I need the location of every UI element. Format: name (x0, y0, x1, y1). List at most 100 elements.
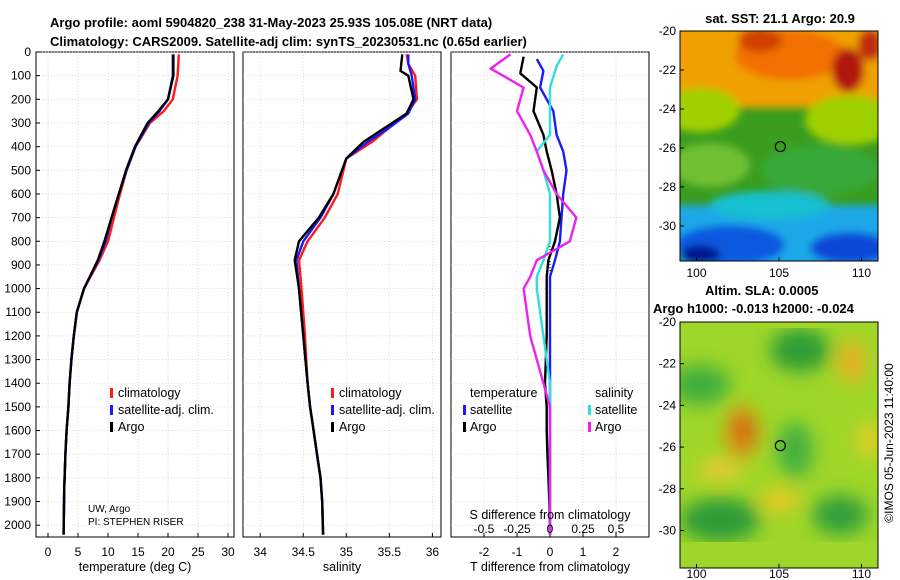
temperature-panel: 0100200300400500600700800900100011001200… (4, 45, 235, 574)
y-tick-label: 100 (11, 69, 31, 83)
sal-tick-label: -0.5 (474, 522, 495, 536)
map-x-tick-label: 105 (769, 266, 789, 280)
x-tick-label: 25 (191, 545, 205, 559)
legend-label-satellite: satellite-adj. clim. (339, 403, 435, 417)
salinity-axis-ticks: 34 34.5 35 35.5 36 (254, 533, 439, 559)
x-tick-label: 20 (161, 545, 175, 559)
map-x-tick-label: 110 (852, 266, 871, 280)
map-y-tick-label: -28 (659, 482, 677, 496)
series-line-t-argo (519, 56, 562, 535)
temperature-plot-area (35, 51, 235, 538)
temperature-axis-ticks: 0 5 10 15 20 25 30 (45, 533, 235, 559)
sal-tick-label: 0 (547, 522, 554, 536)
x-tick-label: 34 (254, 545, 268, 559)
sla-field (680, 322, 878, 568)
y-tick-label: 900 (11, 258, 31, 272)
map-y-tick-label: -28 (659, 180, 677, 194)
x-tick-label: 0 (45, 545, 52, 559)
x-tick-label: -2 (479, 545, 490, 559)
x-tick-label: 15 (131, 545, 145, 559)
map-y-tick-label: -24 (659, 398, 677, 412)
legend-swatch-s-satellite (588, 405, 591, 415)
legend-label-argo: Argo (118, 420, 144, 434)
temperature-axis-label: temperature (deg C) (79, 560, 192, 574)
figure-title-line-1: Argo profile: aoml 5904820_238 31-May-20… (50, 15, 492, 30)
x-tick-label: 0 (547, 545, 554, 559)
temperature-legend: climatology satellite-adj. clim. Argo (110, 386, 214, 434)
difference-lines (489, 53, 578, 535)
salinity-lines (293, 54, 419, 535)
temperature-lines (62, 54, 180, 535)
x-tick-label: 1 (580, 545, 587, 559)
y-tick-label: 1800 (4, 471, 31, 485)
map-y-tick-label: -30 (659, 523, 677, 537)
salinity-difference-axis-label: S difference from climatology (470, 508, 632, 522)
y-tick-label: 2000 (4, 518, 31, 532)
sst-map-ticks: 100 105 110 -20 -22 -24 -26 -28 -30 (659, 24, 872, 280)
legend-swatch-t-satellite (463, 405, 466, 415)
sla-map-title-line-2: Argo h1000: -0.013 h2000: -0.024 (653, 301, 855, 316)
sst-blobs (680, 31, 878, 261)
legend-swatch-satellite (331, 405, 334, 415)
legend-swatch-argo (110, 422, 113, 432)
credit-line-1: UW, Argo (88, 504, 131, 515)
map-x-tick-label: 100 (686, 266, 706, 280)
series-line-argo (62, 54, 175, 535)
map-y-tick-label: -20 (659, 24, 677, 38)
legend-label-climatology: climatology (339, 386, 402, 400)
sla-map-ticks: 100 105 110 -20 -22 -24 -26 -28 -30 (659, 315, 872, 580)
legend-title-salinity: salinity (595, 386, 634, 400)
depth-axis-ticks: 0 100 200 300 400 500 600 700 800 900 1000 1100 1200… (4, 45, 40, 532)
map-y-tick-label: -22 (659, 357, 677, 371)
sla-map-panel: Altim. SLA: 0.0005 Argo h1000: -0.013 h2… (653, 283, 879, 580)
map-y-tick-label: -24 (659, 102, 677, 116)
legend-label-s-satellite: satellite (595, 403, 637, 417)
legend-label-argo: Argo (339, 420, 365, 434)
legend-swatch-s-argo (588, 422, 591, 432)
legend-swatch-t-argo (463, 422, 466, 432)
x-tick-label: -1 (512, 545, 523, 559)
map-x-tick-label: 100 (686, 567, 706, 580)
y-tick-label: 1000 (4, 282, 31, 296)
sla-map-title-line-1: Altim. SLA: 0.0005 (705, 283, 818, 298)
sal-tick-label: 0.5 (608, 522, 625, 536)
legend-swatch-satellite (110, 405, 113, 415)
argo-location-marker (774, 140, 786, 153)
x-tick-label: 2 (613, 545, 620, 559)
y-tick-label: 1700 (4, 447, 31, 461)
salinity-difference-ticks: -0.5 -0.25 0 0.25 0.5 (474, 522, 625, 536)
x-tick-label: 34.5 (292, 545, 316, 559)
legend-label-t-argo: Argo (470, 420, 496, 434)
y-tick-label: 200 (11, 92, 31, 106)
legend-title-temperature: temperature (470, 386, 537, 400)
difference-axis-ticks: -2 -1 0 1 2 (479, 533, 620, 559)
legend-label-t-satellite: satellite (470, 403, 512, 417)
y-tick-label: 0 (24, 45, 31, 59)
salinity-plot-area (242, 51, 442, 538)
sal-tick-label: 0.25 (571, 522, 595, 536)
y-tick-label: 1400 (4, 376, 31, 390)
sst-field (680, 31, 878, 261)
y-tick-label: 400 (11, 140, 31, 154)
legend-swatch-climatology (331, 388, 334, 398)
map-x-tick-label: 105 (769, 567, 789, 580)
y-tick-label: 700 (11, 211, 31, 225)
y-tick-label: 500 (11, 163, 31, 177)
temperature-difference-axis-label: T difference from climatology (470, 560, 631, 574)
y-tick-label: 300 (11, 116, 31, 130)
x-tick-label: 5 (75, 545, 82, 559)
salinity-panel: 34 34.5 35 35.5 36 salinity climatology sate… (242, 51, 442, 574)
argo-location-marker (774, 440, 786, 452)
x-tick-label: 30 (221, 545, 235, 559)
y-tick-label: 1900 (4, 495, 31, 509)
difference-legend: temperature salinity satellite Argo sate… (463, 386, 637, 434)
salinity-axis-label: salinity (323, 560, 362, 574)
y-tick-label: 1500 (4, 400, 31, 414)
temperature-grid (36, 51, 234, 537)
map-y-tick-label: -26 (659, 141, 677, 155)
imos-timestamp: ©IMOS 05-Jun-2023 11:40:00 (882, 363, 896, 523)
legend-swatch-argo (331, 422, 334, 432)
legend-swatch-climatology (110, 388, 113, 398)
credit-line-2: PI: STEPHEN RISER (88, 517, 184, 528)
